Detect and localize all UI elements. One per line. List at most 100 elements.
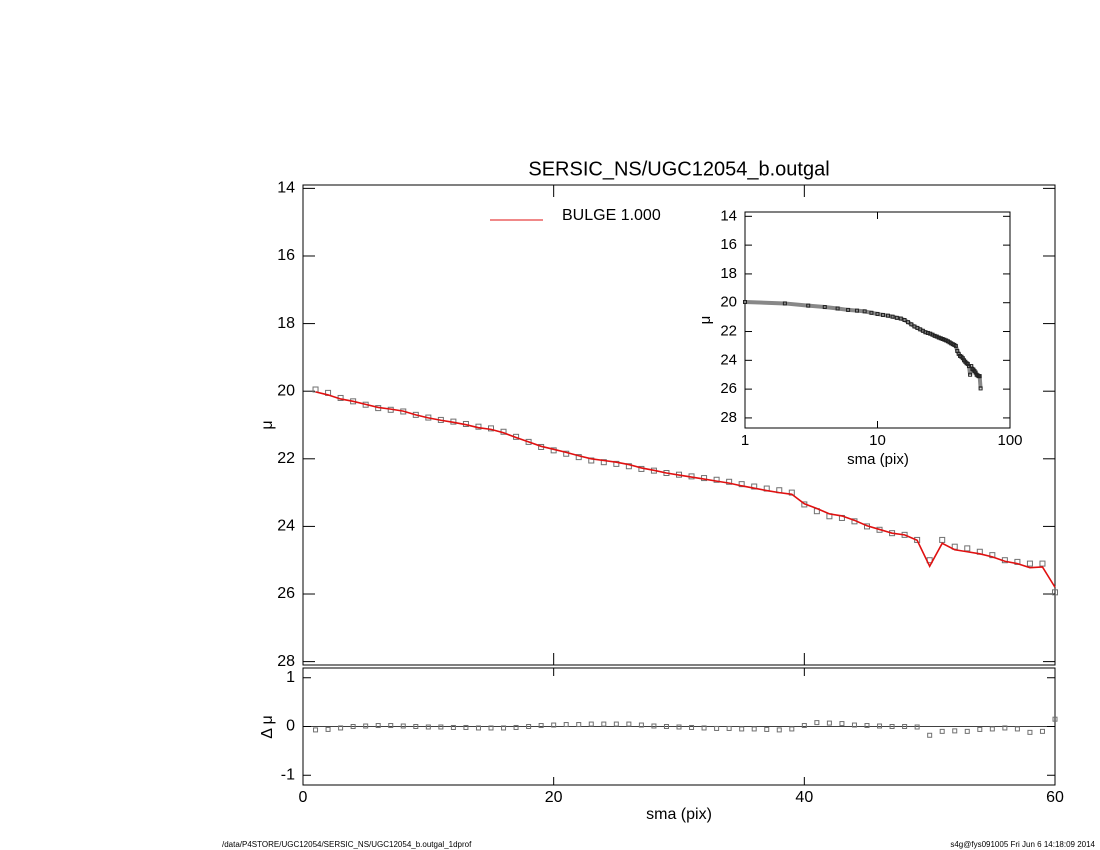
residual-point xyxy=(638,722,644,728)
x-tick-label: 40 xyxy=(795,789,813,806)
inset-point xyxy=(906,320,911,325)
inset-point xyxy=(846,307,851,312)
data-point xyxy=(1026,560,1033,567)
inset-point xyxy=(743,300,747,304)
residual-point xyxy=(313,727,319,733)
residual-point xyxy=(463,724,469,730)
inset-point xyxy=(902,318,907,322)
footer-right: s4g@fys091005 Fri Jun 6 14:18:09 2014 xyxy=(950,840,1095,849)
residual-point xyxy=(338,725,344,731)
inset-point xyxy=(925,330,930,335)
residual-point xyxy=(989,726,995,732)
residual-point xyxy=(438,724,444,730)
data-point xyxy=(964,545,971,552)
residual-point xyxy=(388,723,394,729)
x-tick-label: 0 xyxy=(299,789,308,806)
residual-point xyxy=(1039,728,1045,734)
residual-point xyxy=(576,722,582,728)
inset-point xyxy=(875,311,880,316)
inset-frame xyxy=(744,211,1011,429)
residual-point xyxy=(689,724,695,730)
data-point xyxy=(939,536,946,543)
residual-point xyxy=(789,726,795,732)
residual-point xyxy=(914,724,920,730)
residual-point xyxy=(601,721,607,727)
residual-point xyxy=(413,724,419,729)
residual-point xyxy=(889,724,895,729)
residual-point xyxy=(488,725,494,731)
residual-point xyxy=(425,724,431,730)
x-axis-label: sma (pix) xyxy=(646,806,712,823)
residual-point xyxy=(375,723,381,729)
inset-point xyxy=(885,313,890,318)
residual-point xyxy=(714,725,720,731)
y-axis-label: μ xyxy=(697,316,714,325)
inset-point xyxy=(782,301,787,306)
residual-point xyxy=(977,726,983,732)
data-point xyxy=(600,459,607,466)
residual-point xyxy=(450,724,456,730)
main-frame xyxy=(302,184,1056,666)
residual-point xyxy=(1014,726,1020,732)
residual-point xyxy=(776,727,782,733)
residual-point xyxy=(400,723,406,729)
residual-point xyxy=(513,724,519,730)
x-tick-label: 20 xyxy=(545,789,563,806)
y-tick-label: 20 xyxy=(720,294,737,311)
residual-point xyxy=(839,721,845,727)
residual-point xyxy=(814,720,820,726)
data-point xyxy=(1052,589,1058,596)
residual-point xyxy=(663,724,669,729)
residual-point xyxy=(801,723,807,729)
inset-point xyxy=(966,364,971,369)
y-tick-label: 0 xyxy=(286,718,295,735)
x-tick-label: 100 xyxy=(997,432,1022,449)
residual-point xyxy=(902,724,908,729)
data-point xyxy=(1039,560,1046,567)
inset-point xyxy=(822,305,827,310)
residual-point xyxy=(927,732,933,738)
inset-point xyxy=(806,303,811,308)
residual-point xyxy=(526,724,532,729)
residual-point xyxy=(939,728,945,734)
residual-point xyxy=(952,728,958,734)
chart-title: SERSIC_NS/UGC12054_b.outgal xyxy=(528,158,829,180)
residual-point xyxy=(325,726,331,732)
y-tick-label: 24 xyxy=(720,351,737,368)
residual-point xyxy=(864,723,870,729)
x-tick-label: 10 xyxy=(869,432,886,449)
residual-point xyxy=(676,724,682,730)
y-tick-label: 26 xyxy=(720,380,737,397)
inset-profile xyxy=(744,300,983,389)
inset-point xyxy=(894,315,899,320)
residual-point xyxy=(877,723,883,729)
y-tick-label: 28 xyxy=(720,409,737,426)
residual-point xyxy=(851,722,857,728)
residual-point xyxy=(501,725,507,731)
residual-point xyxy=(588,721,594,727)
residual-point xyxy=(363,723,369,729)
y-tick-label: 18 xyxy=(277,315,295,332)
residual-point xyxy=(626,721,632,727)
y-tick-label: 26 xyxy=(277,585,295,602)
residual-point xyxy=(538,723,544,729)
y-tick-label: 20 xyxy=(277,382,295,399)
inset-point xyxy=(869,310,874,315)
inset-point xyxy=(968,372,973,377)
model-line xyxy=(315,391,1056,588)
y-tick-label: 28 xyxy=(277,653,295,670)
inset-point xyxy=(977,374,982,379)
residual-point xyxy=(551,722,557,728)
inset-point xyxy=(890,314,895,319)
inset-point xyxy=(854,308,859,313)
residual-point xyxy=(751,726,757,732)
data-point xyxy=(613,460,620,467)
inset-point xyxy=(909,322,914,327)
footer-left: /data/P4STORE/UGC12054/SERSIC_NS/UGC1205… xyxy=(222,840,472,849)
residual-point xyxy=(563,722,569,728)
y-tick-label: 18 xyxy=(720,265,737,282)
inset-point xyxy=(923,330,928,335)
y-tick-label: 22 xyxy=(277,450,295,467)
data-point xyxy=(713,476,720,483)
y-tick-label: 14 xyxy=(277,180,295,197)
